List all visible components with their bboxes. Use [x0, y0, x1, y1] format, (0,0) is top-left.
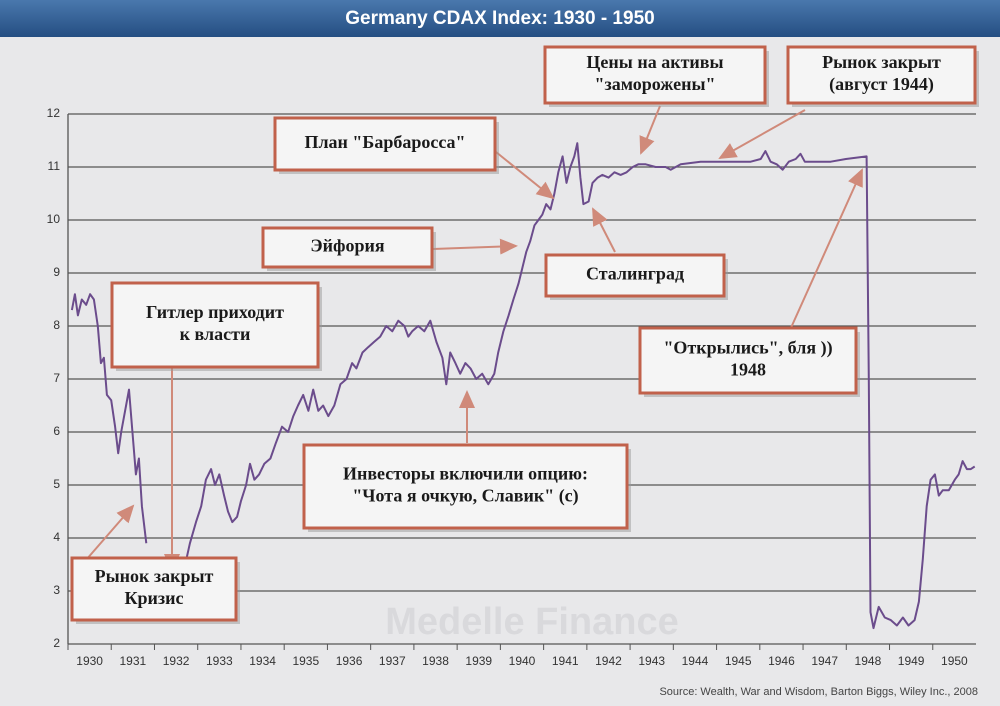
x-tick-label: 1933 — [206, 654, 233, 668]
annotation-text: Гитлер приходит — [146, 302, 284, 322]
x-tick-label: 1944 — [682, 654, 709, 668]
y-tick-label: 12 — [47, 106, 61, 120]
watermark: Medelle Finance — [385, 601, 679, 643]
annotation-text: Сталинград — [586, 264, 684, 284]
annotation-box — [261, 226, 434, 269]
x-tick-label: 1945 — [725, 654, 752, 668]
annotation-text: к власти — [180, 324, 251, 344]
chart-title: Germany CDAX Index: 1930 - 1950 — [345, 8, 654, 29]
annotation-arrow — [432, 238, 518, 255]
index-line — [70, 142, 976, 630]
y-tick-label: 5 — [53, 477, 60, 491]
y-tick-label: 2 — [53, 636, 60, 650]
y-tick-label: 3 — [53, 583, 60, 597]
title-bar — [0, 0, 1000, 37]
annotation-text: Кризис — [124, 588, 183, 608]
annotation-box — [543, 45, 767, 105]
x-tick-label: 1939 — [465, 654, 492, 668]
x-tick-label: 1934 — [249, 654, 276, 668]
annotation-arrow — [592, 207, 616, 253]
annotation-arrow — [85, 504, 135, 561]
y-tick-label: 9 — [53, 265, 60, 279]
x-tick-label: 1931 — [120, 654, 147, 668]
annotation-text: "Чота я очкую, Славик" (с) — [352, 486, 578, 507]
x-tick-label: 1948 — [855, 654, 882, 668]
annotation-text: (август 1944) — [829, 74, 934, 95]
annotation-box — [638, 326, 858, 395]
annotation-box — [544, 253, 726, 298]
annotation-text: Инвесторы включили опцию: — [343, 464, 588, 484]
x-tick-label: 1935 — [292, 654, 319, 668]
x-tick-label: 1950 — [941, 654, 968, 668]
annotation-text: Рынок закрыт — [95, 566, 214, 586]
x-tick-label: 1943 — [638, 654, 665, 668]
annotation-text: Цены на активы — [586, 52, 723, 72]
annotation-text: "заморожены" — [594, 74, 715, 94]
y-tick-label: 7 — [53, 371, 60, 385]
annotation-text: "Открылись", бля )) — [663, 338, 832, 359]
x-tick-label: 1942 — [595, 654, 622, 668]
annotation-text: Эйфория — [310, 236, 384, 256]
y-tick-label: 10 — [47, 212, 61, 226]
y-tick-label: 4 — [53, 530, 60, 544]
annotation-arrow — [789, 168, 863, 331]
annotation-arrow — [718, 109, 806, 159]
x-tick-label: 1947 — [811, 654, 838, 668]
annotation-text: План "Барбаросса" — [304, 132, 465, 152]
annotation-arrow — [639, 105, 661, 155]
annotation-box — [70, 556, 238, 622]
source: Source: Wealth, War and Wisdom, Barton B… — [659, 686, 978, 698]
x-tick-label: 1932 — [163, 654, 190, 668]
y-tick-label: 11 — [48, 159, 61, 173]
y-tick-label: 6 — [53, 424, 60, 438]
y-tick-label: 8 — [53, 318, 60, 332]
x-tick-label: 1936 — [336, 654, 363, 668]
x-tick-label: 1937 — [379, 654, 406, 668]
x-tick-label: 1938 — [422, 654, 449, 668]
annotation-box — [302, 443, 629, 530]
x-tick-label: 1941 — [552, 654, 579, 668]
annotation-box — [273, 116, 497, 172]
x-tick-label: 1949 — [898, 654, 925, 668]
x-tick-label: 1930 — [76, 654, 103, 668]
annotation-text: 1948 — [730, 360, 766, 380]
annotation-text: Рынок закрыт — [822, 52, 941, 72]
annotation-arrow — [495, 151, 555, 200]
x-tick-label: 1940 — [509, 654, 536, 668]
annotation-box — [110, 281, 320, 369]
x-tick-label: 1946 — [768, 654, 795, 668]
annotation-box — [786, 45, 977, 105]
